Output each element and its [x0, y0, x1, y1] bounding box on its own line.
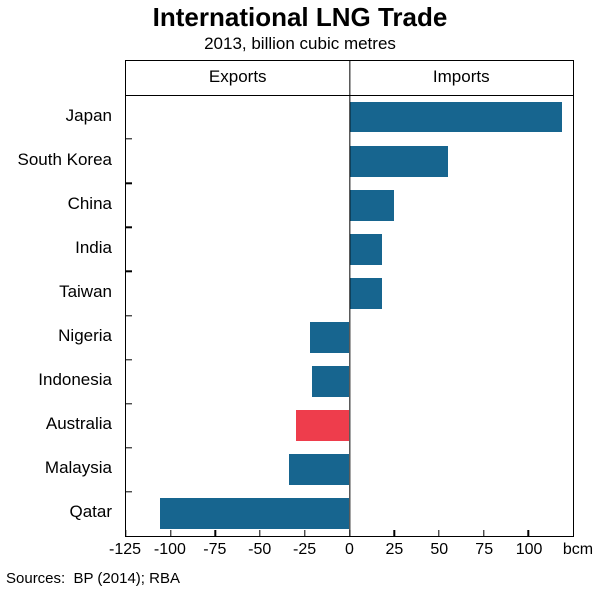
y-axis-tick	[126, 182, 132, 184]
bar-row	[126, 404, 573, 448]
bar-row	[126, 315, 573, 359]
bar-row	[126, 448, 573, 492]
chart-title: International LNG Trade	[152, 2, 448, 32]
y-axis-label-japan: Japan	[65, 106, 112, 125]
bar-row	[126, 492, 573, 536]
bar-row	[126, 139, 573, 183]
x-axis-tick-label: 75	[475, 541, 494, 558]
bar-indonesia	[311, 366, 350, 398]
exports-panel-label: Exports	[208, 67, 267, 86]
x-axis-tick-label: 50	[430, 541, 449, 558]
bars-container	[126, 95, 573, 536]
y-axis-tick	[126, 358, 132, 361]
bar-china	[349, 189, 395, 221]
bar-india	[349, 233, 382, 265]
y-axis-label-south-korea: South Korea	[17, 150, 112, 169]
y-axis-label-australia: Australia	[45, 414, 112, 433]
plot-area: Exports Imports	[125, 60, 574, 537]
y-axis-label-china: China	[67, 194, 112, 213]
zero-baseline	[348, 61, 351, 536]
y-axis-labels: Japan South Korea China India Taiwan Nigeria I…	[0, 94, 116, 534]
x-axis-tick	[169, 530, 172, 536]
y-axis-tick	[126, 226, 132, 228]
x-axis-tick	[125, 530, 127, 536]
imports-panel-label: Imports	[432, 67, 490, 86]
y-axis-tick	[126, 491, 132, 493]
y-axis-label-taiwan: Taiwan	[59, 282, 112, 301]
x-axis-tick	[214, 530, 217, 536]
x-axis-tick	[393, 530, 395, 536]
x-axis-tick	[259, 530, 261, 536]
bar-australia	[295, 410, 350, 442]
x-axis-tick-label: 25	[385, 541, 404, 558]
x-axis-tick	[482, 530, 485, 536]
y-axis-tick	[126, 314, 132, 317]
x-axis-tick-label: -25	[293, 541, 317, 558]
bar-japan	[349, 101, 563, 133]
y-axis-tick	[126, 138, 132, 140]
bar-south-korea	[349, 145, 448, 177]
x-axis-tick	[348, 530, 351, 536]
x-axis-tick-label: 0	[345, 541, 354, 558]
bar-row	[126, 360, 573, 404]
x-axis-tick	[527, 530, 529, 536]
source-note: Sources: BP (2014); RBA	[6, 570, 180, 587]
bar-row	[126, 95, 573, 139]
y-axis-label-nigeria: Nigeria	[58, 326, 112, 345]
chart-subtitle: 2013, billion cubic metres	[204, 34, 396, 53]
x-axis-tick	[438, 530, 440, 536]
x-axis-tick	[304, 530, 306, 536]
x-axis-tick-label: -50	[248, 541, 272, 558]
y-axis-tick	[126, 270, 132, 273]
bar-malaysia	[288, 454, 350, 486]
x-axis-tick-label: -100	[153, 541, 186, 558]
y-axis-label-qatar: Qatar	[69, 502, 112, 521]
bar-row	[126, 227, 573, 271]
y-axis-tick	[126, 402, 132, 405]
axis-unit-label: bcm	[562, 541, 594, 558]
x-axis-tick-label: -75	[203, 541, 227, 558]
x-axis-tick-label: 100	[515, 541, 543, 558]
y-axis-tick	[126, 447, 132, 449]
y-axis-label-india: India	[75, 238, 112, 257]
bar-row	[126, 271, 573, 315]
y-axis-label-malaysia: Malaysia	[44, 458, 112, 477]
x-axis-tick-label: -125	[108, 541, 142, 558]
x-axis-tick-labels: bcm -125 -100 -75 -50 -25 0 25 50 75 100	[109, 541, 593, 561]
bar-nigeria	[310, 322, 350, 353]
y-axis-label-indonesia: Indonesia	[38, 370, 112, 389]
bar-taiwan	[349, 277, 382, 309]
bar-qatar	[159, 498, 350, 530]
bar-row	[126, 183, 573, 227]
